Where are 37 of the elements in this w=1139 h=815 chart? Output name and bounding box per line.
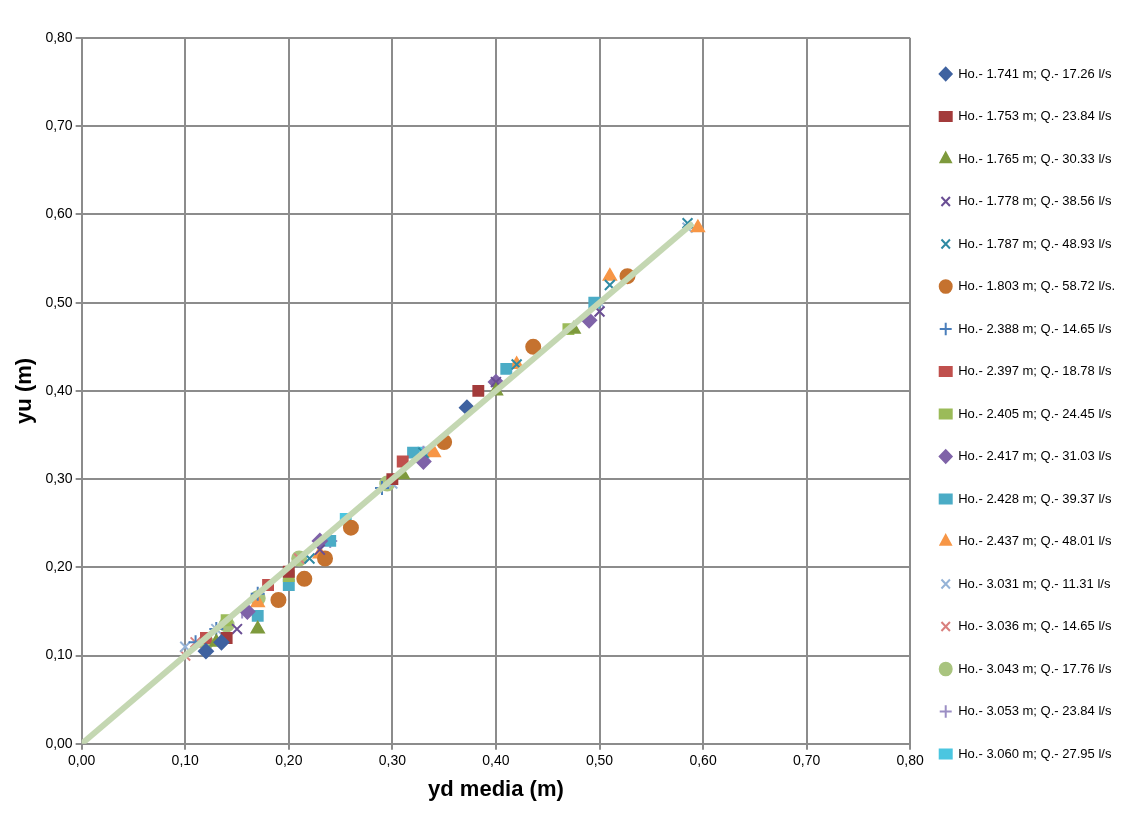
- legend-label: Ho.- 2.428 m; Q.- 39.37 l/s: [958, 490, 1112, 506]
- x-tick-label: 0,20: [275, 752, 303, 769]
- legend-label: Ho.- 1.778 m; Q.- 38.56 l/s: [958, 193, 1112, 209]
- legend-label: Ho.- 3.036 m; Q.- 14.65 l/s: [958, 618, 1112, 634]
- y-tick-label: 0,00: [45, 734, 73, 751]
- y-tick-label: 0,40: [45, 381, 73, 398]
- legend-label: Ho.- 2.405 m; Q.- 24.45 l/s: [958, 405, 1112, 421]
- x-tick-label: 0,60: [689, 752, 717, 769]
- y-axis-title: yu (m): [11, 357, 37, 424]
- legend-label: Ho.- 3.031 m; Q.- 11.31 l/s: [958, 575, 1111, 591]
- legend-label: Ho.- 3.060 m; Q.- 27.95 l/s: [958, 745, 1112, 761]
- y-tick-label: 0,70: [45, 117, 73, 134]
- legend-label: Ho.- 1.753 m; Q.- 23.84 l/s: [958, 108, 1112, 124]
- y-tick-label: 0,80: [45, 28, 73, 45]
- y-tick-label: 0,20: [45, 558, 73, 575]
- x-tick-label: 0,40: [482, 752, 510, 769]
- legend-label: Ho.- 1.787 m; Q.- 48.93 l/s: [958, 235, 1112, 251]
- y-tick-label: 0,10: [45, 646, 73, 663]
- x-tick-label: 0,30: [378, 752, 407, 769]
- x-tick-label: 0,70: [793, 752, 821, 769]
- y-tick-label: 0,50: [45, 293, 73, 310]
- legend-label: Ho.- 3.043 m; Q.- 17.76 l/s: [958, 660, 1112, 676]
- legend-label: Ho.- 2.388 m; Q.- 14.65 l/s: [958, 320, 1112, 336]
- legend-label: Ho.- 1.741 m; Q.- 17.26 l/s: [958, 65, 1112, 81]
- x-tick-label: 0,00: [68, 752, 96, 769]
- legend-label: Ho.- 3.053 m; Q.- 23.84 l/s: [958, 703, 1112, 719]
- x-tick-label: 0,10: [171, 752, 200, 769]
- x-axis-title: yd media (m): [428, 775, 564, 801]
- x-tick-label: 0,80: [896, 752, 925, 769]
- legend-label: Ho.- 2.397 m; Q.- 18.78 l/s: [958, 363, 1112, 379]
- legend-label: Ho.- 2.417 m; Q.- 31.03 l/s: [958, 448, 1112, 464]
- legend-label: Ho.- 1.803 m; Q.- 58.72 l/s.: [958, 278, 1116, 294]
- x-tick-label: 0,50: [585, 752, 614, 769]
- y-tick-label: 0,60: [45, 205, 73, 222]
- legend-label: Ho.- 1.765 m; Q.- 30.33 l/s: [958, 150, 1112, 166]
- y-tick-label: 0,30: [45, 469, 73, 486]
- legend-label: Ho.- 2.437 m; Q.- 48.01 l/s: [958, 533, 1112, 549]
